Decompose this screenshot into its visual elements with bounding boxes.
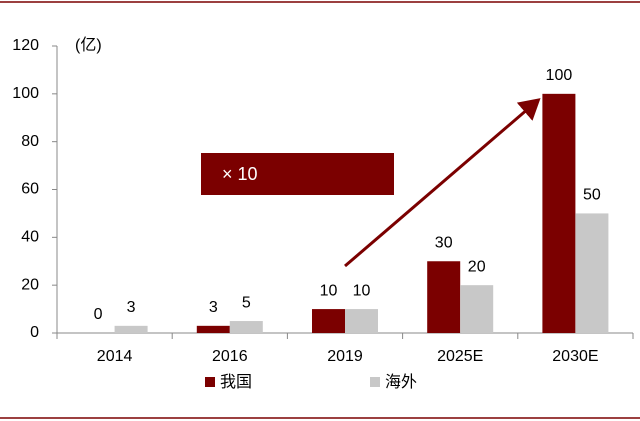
bar [427, 261, 461, 333]
arrow [344, 98, 541, 268]
bar [312, 309, 345, 333]
unit-label: (亿) [75, 36, 102, 54]
data-label: 5 [242, 294, 251, 311]
data-label: 10 [353, 282, 371, 299]
y-tick-label: 120 [12, 37, 39, 54]
y-tick-label: 40 [21, 229, 39, 246]
bar [345, 309, 378, 333]
bar [460, 285, 494, 333]
bar [114, 325, 148, 333]
y-tick-label: 20 [21, 276, 39, 293]
data-label: 0 [94, 306, 103, 323]
y-tick-label: 60 [21, 181, 39, 198]
annotation-box [201, 153, 394, 195]
bar [229, 321, 263, 333]
bar [196, 325, 230, 333]
x-tick-label: 2025E [437, 348, 483, 365]
data-label: 100 [546, 67, 573, 84]
data-label: 50 [583, 187, 601, 204]
x-tick-label: 2030E [552, 348, 598, 365]
data-label: 10 [320, 282, 338, 299]
y-tick-label: 100 [12, 85, 39, 102]
x-tick-label: 2014 [97, 348, 133, 365]
legend-swatch [205, 377, 215, 387]
y-tick-label: 0 [30, 324, 39, 341]
bar [542, 93, 576, 333]
annotation: × 10 [222, 164, 258, 184]
bar [575, 213, 609, 333]
legend-label: 我国 [220, 373, 252, 391]
legend-swatch [370, 377, 380, 387]
data-label: 3 [209, 299, 218, 316]
data-label: 30 [435, 234, 453, 251]
data-label: 20 [468, 258, 486, 275]
x-tick-label: 2019 [327, 348, 363, 365]
y-tick-label: 80 [21, 133, 39, 150]
x-tick-label: 2016 [212, 348, 248, 365]
legend-label: 海外 [385, 373, 417, 391]
data-label: 3 [127, 299, 136, 316]
